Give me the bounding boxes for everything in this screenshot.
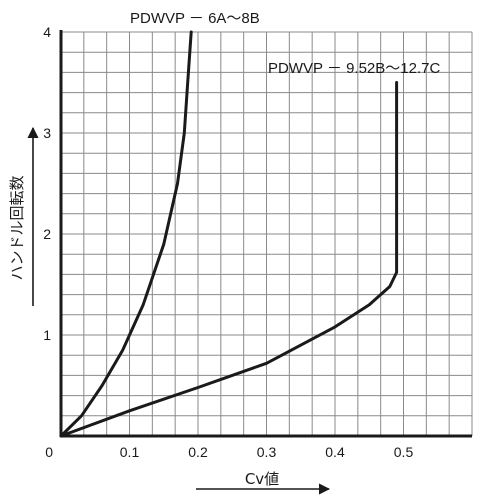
axes [59,30,472,438]
series-label-952b-127c: PDWVP － 9.52B～12.7C [268,60,440,77]
x-tick-label: 0.3 [257,444,277,460]
tick-labels: 0 0.1 0.2 0.3 0.4 0.5 1 2 3 4 [43,24,413,460]
series-line-6a-8b [59,30,193,438]
grid [61,31,473,436]
x-tick-label: 0.5 [394,444,414,460]
y-axis-label: ハンドル回転数 [8,175,26,280]
x-axis-label: Cv値 [245,470,279,488]
y-tick-label: 1 [43,327,51,343]
series-lines [59,30,399,438]
x-tick-label: 0.2 [188,444,208,460]
series-label-6a-8b: PDWVP － 6A～8B [130,10,260,27]
series-line-952b-127c [59,81,399,438]
y-tick-label: 2 [43,226,51,242]
x-tick-label: 0.4 [325,444,345,460]
x-tick-label: 0.1 [120,444,140,460]
y-tick-label: 4 [43,24,51,40]
y-tick-label: 3 [43,125,51,141]
x-tick-label: 0 [45,444,53,460]
